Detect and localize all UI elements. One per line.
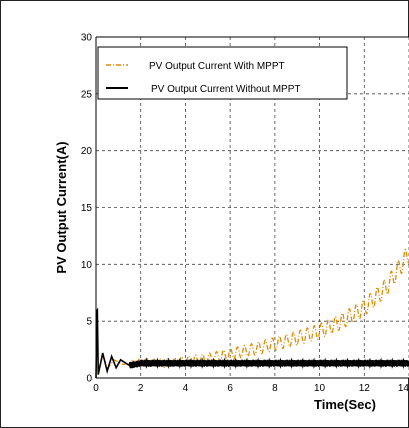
legend-label-with-mppt: PV Output Current With MPPT [149, 61, 285, 72]
legend-label-without-mppt: PV Output Current Without MPPT [151, 84, 301, 95]
y-tick-label: 0 [86, 374, 92, 385]
series-layer [95, 248, 409, 379]
x-tick-label: 12 [359, 383, 371, 394]
y-tick-label: 25 [81, 89, 93, 100]
x-tick-label: 6 [227, 383, 233, 394]
legend: PV Output Current With MPPT PV Output Cu… [97, 46, 348, 100]
x-tick-label: 4 [183, 383, 189, 394]
tick-labels: 0 2 4 6 8 10 12 14 0 5 10 15 20 25 30 [81, 33, 409, 395]
x-tick-label: 14 [398, 383, 409, 394]
y-tick-label: 30 [81, 33, 93, 44]
y-tick-label: 5 [86, 317, 92, 328]
y-tick-label: 15 [81, 203, 93, 214]
grid [96, 36, 409, 378]
x-tick-label: 0 [93, 383, 99, 394]
y-tick-label: 20 [81, 146, 93, 157]
x-axis-label: Time(Sec) [314, 397, 376, 412]
x-tick-label: 8 [272, 383, 278, 394]
x-tick-label: 10 [314, 383, 326, 394]
x-tick-label: 2 [138, 383, 144, 394]
y-axis-label: PV Output Current(A) [54, 141, 69, 273]
series-line-without-mppt [95, 307, 409, 379]
legend-box [97, 46, 348, 100]
y-tick-label: 10 [81, 260, 93, 271]
axes [95, 36, 409, 379]
